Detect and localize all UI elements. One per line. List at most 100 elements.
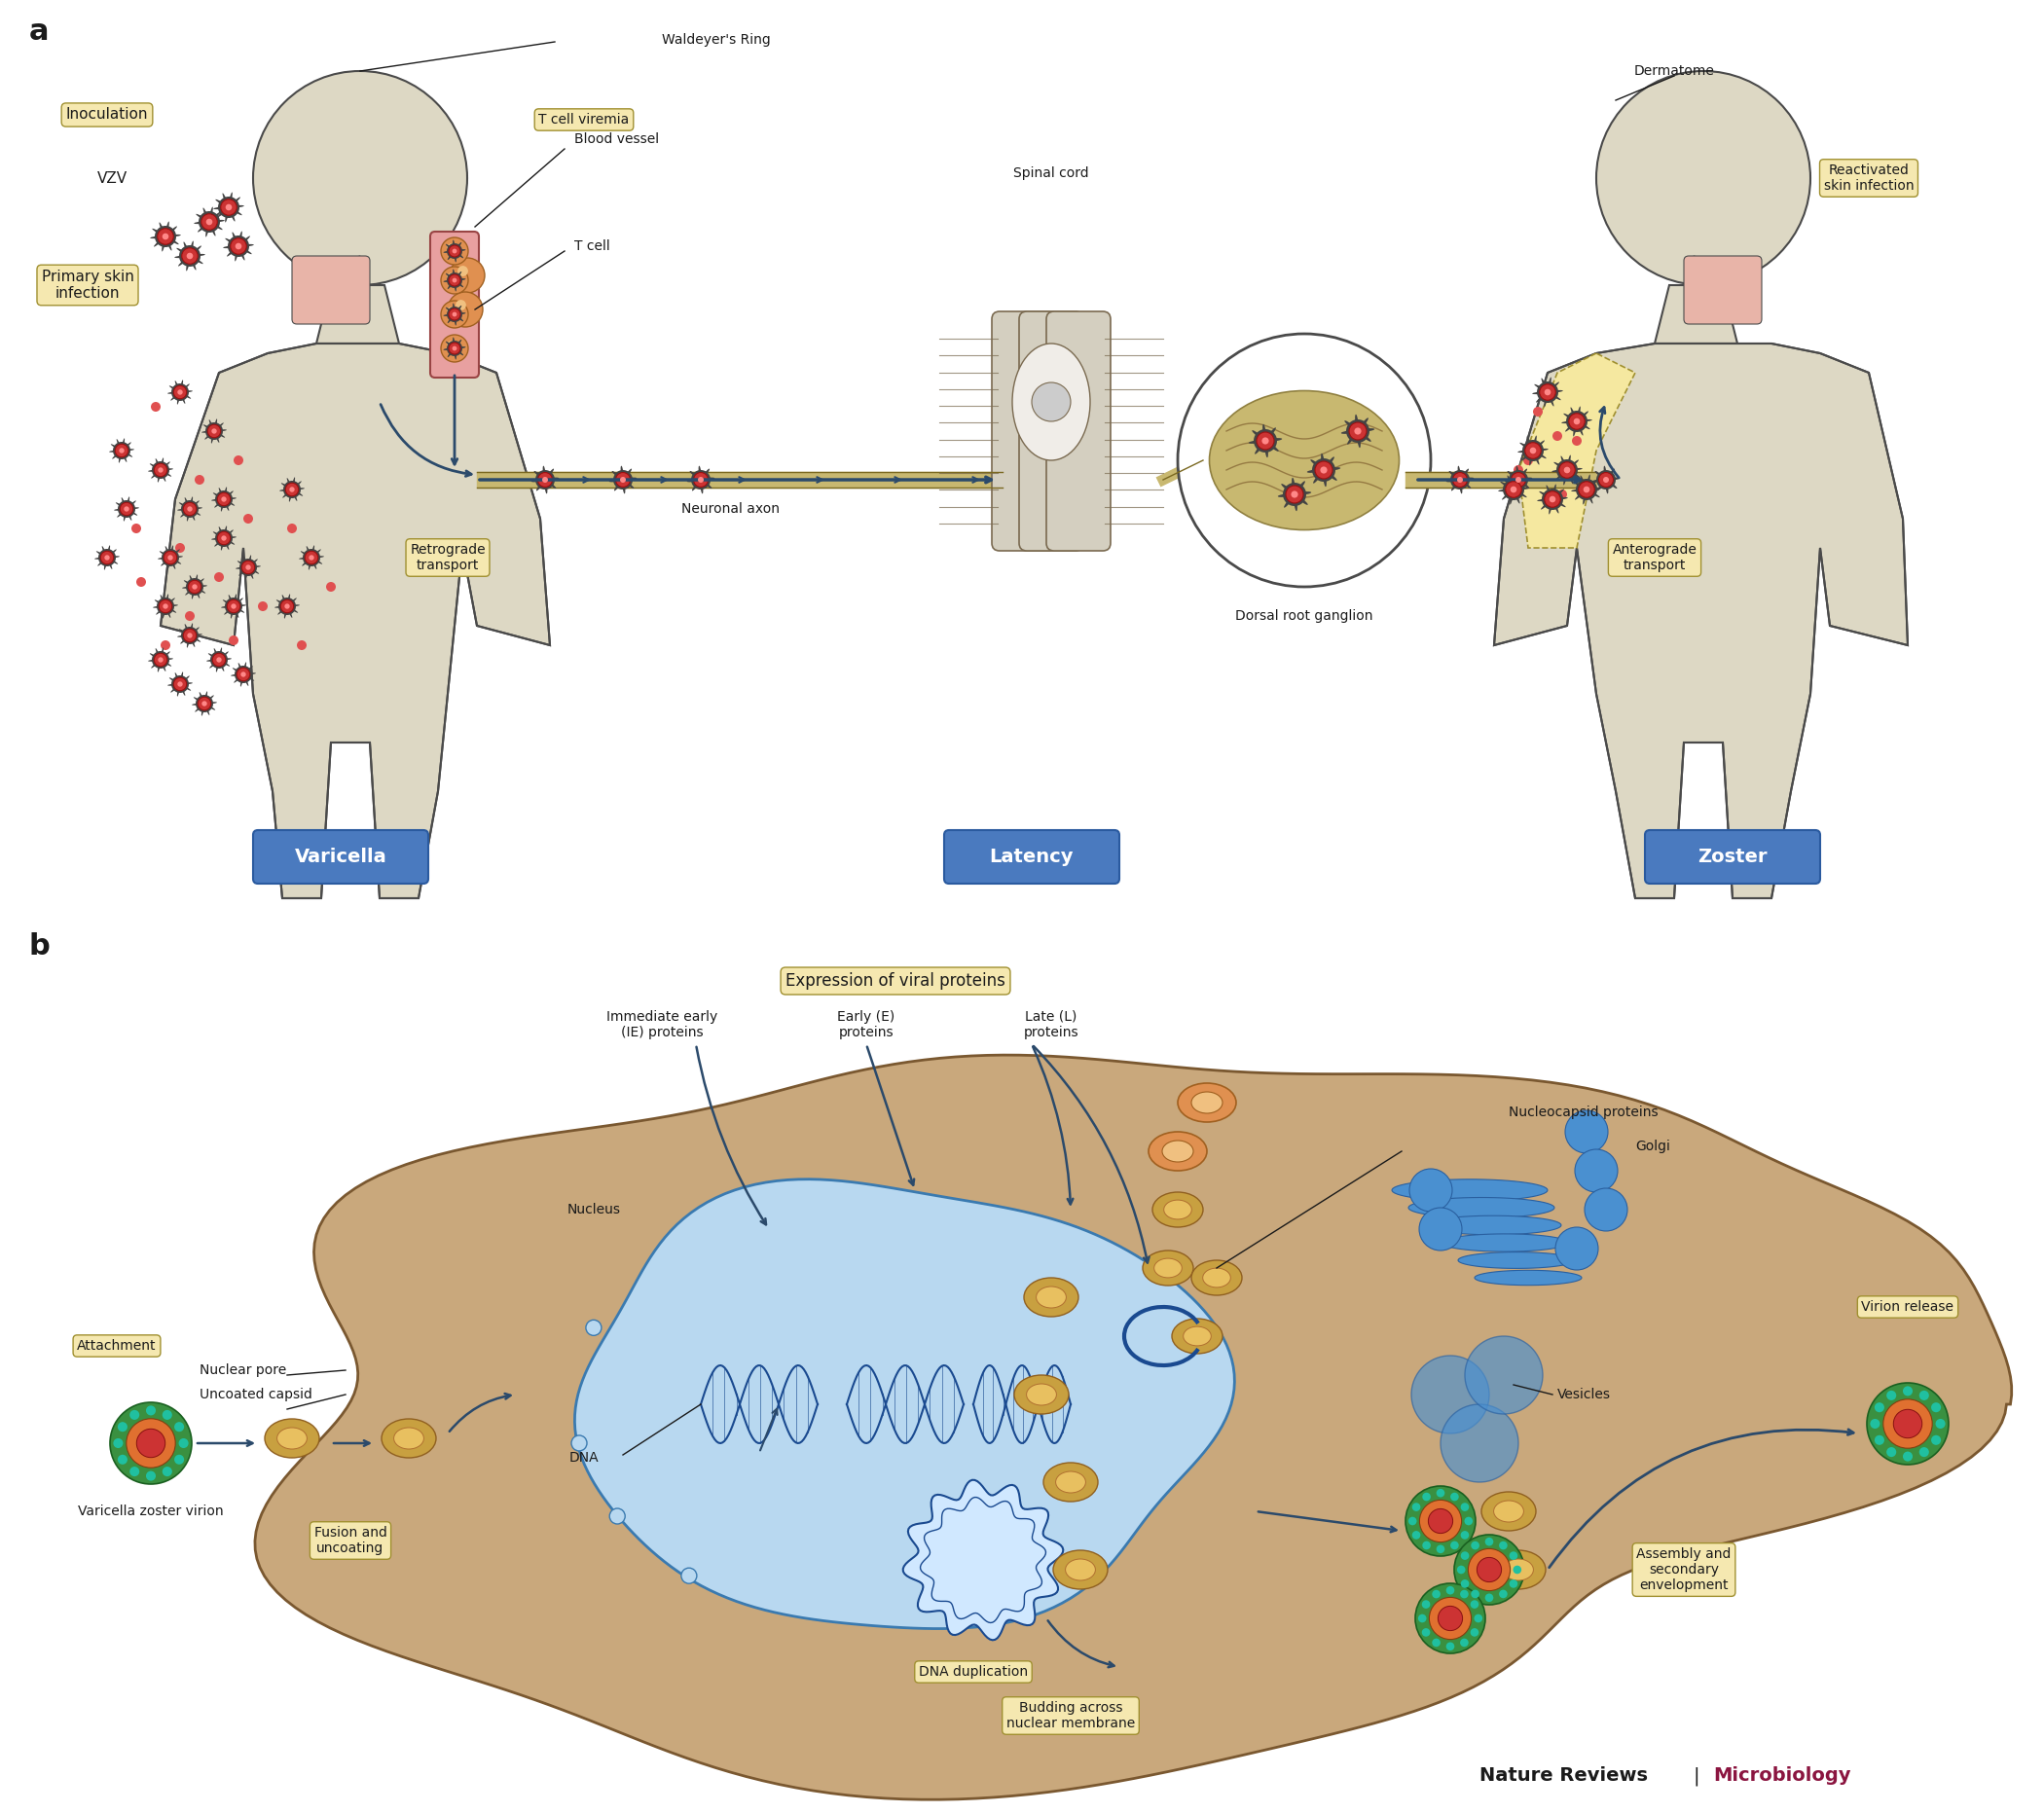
Circle shape [161, 234, 170, 239]
Circle shape [127, 1420, 176, 1469]
Circle shape [1513, 1565, 1521, 1574]
Circle shape [1410, 1356, 1490, 1434]
Circle shape [1596, 71, 1811, 285]
Circle shape [174, 1421, 184, 1432]
Circle shape [448, 292, 482, 326]
Polygon shape [1572, 475, 1602, 504]
Circle shape [1439, 1606, 1464, 1630]
Circle shape [241, 673, 245, 676]
Polygon shape [1306, 453, 1341, 488]
Polygon shape [206, 647, 231, 673]
Circle shape [174, 678, 186, 691]
Circle shape [1883, 1400, 1932, 1449]
Circle shape [309, 555, 315, 560]
Circle shape [1437, 1488, 1445, 1498]
Circle shape [1486, 1537, 1494, 1546]
Circle shape [1451, 1541, 1459, 1550]
Circle shape [1470, 1601, 1478, 1608]
Circle shape [1874, 1436, 1885, 1445]
Polygon shape [1425, 1217, 1562, 1235]
Circle shape [1423, 1628, 1431, 1637]
Polygon shape [1408, 1197, 1553, 1218]
Circle shape [450, 343, 460, 354]
Circle shape [1932, 1436, 1942, 1445]
Text: |: | [1694, 1766, 1701, 1786]
Circle shape [1261, 437, 1269, 444]
Polygon shape [1656, 285, 1737, 343]
Circle shape [448, 272, 456, 281]
Circle shape [1423, 1492, 1431, 1501]
Circle shape [1508, 1552, 1519, 1559]
Circle shape [1177, 334, 1431, 587]
Text: Nucleus: Nucleus [566, 1202, 621, 1217]
Circle shape [1461, 1530, 1470, 1539]
Circle shape [1423, 1541, 1431, 1550]
Circle shape [280, 600, 294, 613]
Ellipse shape [278, 1427, 307, 1449]
Circle shape [615, 473, 630, 488]
Text: Nucleocapsid proteins: Nucleocapsid proteins [1508, 1106, 1658, 1119]
Circle shape [161, 640, 170, 651]
Text: Uncoated capsid: Uncoated capsid [200, 1387, 313, 1401]
Circle shape [159, 600, 172, 613]
Polygon shape [444, 239, 466, 263]
Circle shape [1574, 1149, 1617, 1193]
Text: Microbiology: Microbiology [1713, 1768, 1850, 1786]
Circle shape [456, 299, 466, 310]
Polygon shape [531, 466, 560, 493]
Circle shape [1453, 1534, 1525, 1605]
Circle shape [1406, 1487, 1476, 1556]
Text: Waldeyer's Ring: Waldeyer's Ring [662, 33, 771, 47]
Polygon shape [1341, 415, 1374, 448]
Polygon shape [256, 1055, 2011, 1800]
Circle shape [184, 502, 196, 515]
Circle shape [1486, 1594, 1494, 1603]
Circle shape [188, 633, 192, 638]
Circle shape [1529, 448, 1537, 453]
Circle shape [253, 71, 468, 285]
Text: Nature Reviews: Nature Reviews [1480, 1768, 1647, 1786]
Circle shape [1574, 419, 1580, 424]
Polygon shape [231, 662, 256, 687]
Text: Attachment: Attachment [78, 1340, 157, 1352]
Circle shape [231, 604, 237, 609]
Polygon shape [574, 1178, 1235, 1628]
Circle shape [1464, 1517, 1474, 1525]
Ellipse shape [1177, 1082, 1237, 1122]
Circle shape [114, 444, 129, 457]
Circle shape [1508, 1579, 1519, 1588]
Text: Golgi: Golgi [1635, 1140, 1670, 1153]
Circle shape [1578, 482, 1594, 497]
Circle shape [112, 1438, 123, 1449]
Circle shape [1903, 1452, 1913, 1461]
Circle shape [200, 214, 217, 230]
Circle shape [1032, 383, 1071, 421]
Polygon shape [1519, 435, 1549, 466]
Circle shape [1545, 390, 1551, 395]
Polygon shape [149, 221, 182, 252]
FancyBboxPatch shape [429, 232, 478, 377]
Circle shape [151, 402, 161, 412]
Ellipse shape [1024, 1278, 1079, 1316]
Circle shape [1412, 1503, 1421, 1512]
Circle shape [693, 473, 707, 488]
Polygon shape [168, 379, 192, 404]
Circle shape [284, 604, 290, 609]
Polygon shape [317, 285, 399, 343]
Circle shape [1461, 1503, 1470, 1512]
Circle shape [1355, 428, 1361, 435]
Ellipse shape [1210, 392, 1400, 529]
Circle shape [1932, 1403, 1942, 1412]
Circle shape [225, 205, 231, 210]
Circle shape [1549, 497, 1555, 502]
Ellipse shape [1494, 1501, 1523, 1523]
Text: Virion release: Virion release [1862, 1300, 1954, 1314]
Circle shape [1533, 406, 1543, 417]
Circle shape [157, 656, 164, 662]
Circle shape [609, 1508, 625, 1525]
Polygon shape [609, 466, 638, 493]
Text: Expression of viral proteins: Expression of viral proteins [785, 972, 1006, 990]
Circle shape [119, 1421, 127, 1432]
Circle shape [1584, 1188, 1627, 1231]
Polygon shape [161, 343, 550, 897]
